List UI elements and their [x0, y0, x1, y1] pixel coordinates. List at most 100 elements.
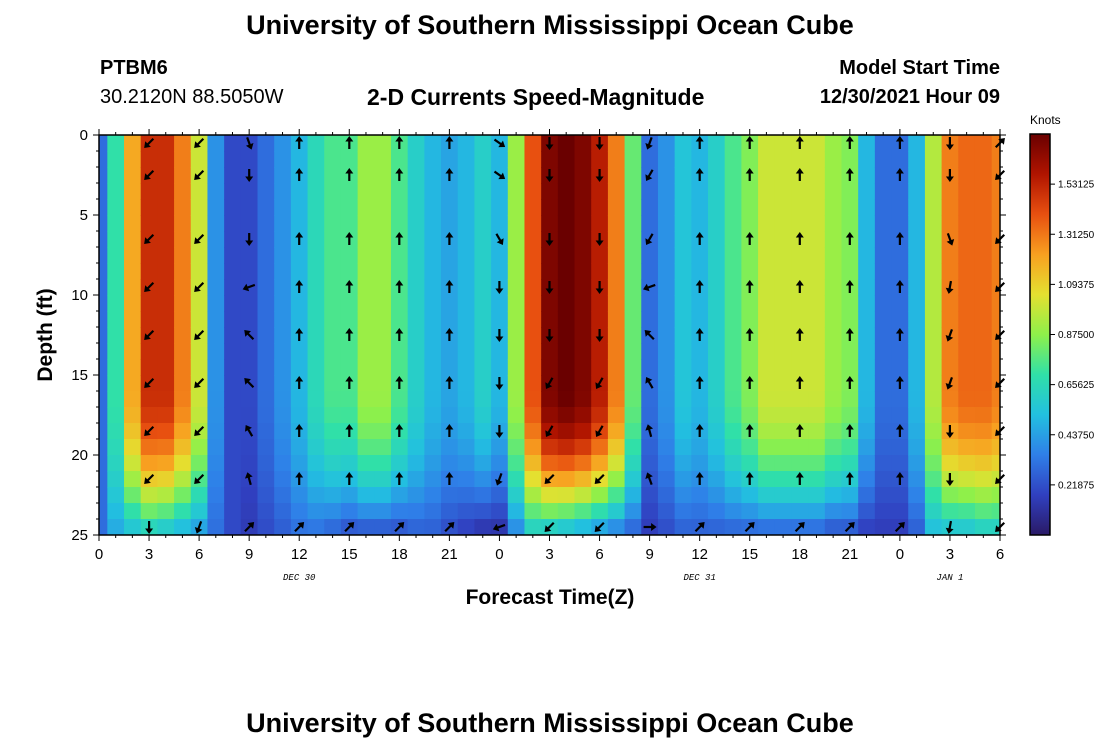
heatmap-cell: [774, 439, 793, 456]
heatmap-cell: [274, 343, 292, 360]
heatmap-cell: [507, 359, 526, 376]
heatmap-cell: [541, 247, 559, 264]
heatmap-cell: [691, 503, 709, 520]
heatmap-cell: [808, 375, 826, 392]
current-arrow: [845, 472, 854, 485]
heatmap-cell: [741, 487, 759, 504]
heatmap-cell: [641, 455, 659, 472]
heatmap-cell: [174, 423, 192, 440]
x-tick-label: 12: [291, 546, 308, 563]
heatmap-cell: [507, 503, 526, 520]
heatmap-cell: [474, 439, 492, 456]
heatmap-cell: [307, 279, 325, 296]
heatmap-cell: [674, 519, 692, 535]
heatmap-cell: [374, 151, 392, 168]
heatmap-cell: [390, 215, 409, 232]
heatmap-cell: [724, 327, 742, 344]
heatmap-cell: [724, 231, 742, 248]
heatmap-cell: [624, 247, 642, 264]
heatmap-cell: [774, 279, 793, 296]
heatmap-cell: [357, 231, 375, 248]
heatmap-cell: [190, 247, 209, 264]
heatmap-cell: [724, 151, 742, 168]
heatmap-cell: [674, 423, 692, 440]
heatmap-cell: [107, 439, 125, 456]
heatmap-cell: [557, 199, 576, 216]
heatmap-cell: [507, 199, 526, 216]
heatmap-cell: [874, 439, 893, 456]
heatmap-cell: [958, 519, 976, 535]
heatmap-cell: [791, 247, 809, 264]
heatmap-cell: [641, 263, 659, 280]
heatmap-cell: [858, 135, 876, 152]
heatmap-cell: [674, 327, 692, 344]
current-arrow: [295, 328, 304, 341]
heatmap-cell: [257, 167, 275, 184]
heatmap-cell: [124, 455, 142, 472]
current-arrow: [545, 377, 554, 390]
heatmap-cell: [207, 215, 225, 232]
heatmap-cell: [974, 359, 993, 376]
heatmap-cell: [557, 231, 576, 248]
current-arrow: [845, 376, 854, 389]
heatmap-cell: [824, 311, 843, 328]
heatmap-cell: [99, 375, 108, 392]
heatmap-cell: [140, 199, 158, 216]
heatmap-cell: [958, 407, 976, 424]
heatmap-cell: [107, 407, 125, 424]
heatmap-cell: [974, 135, 993, 152]
heatmap-cell: [224, 263, 242, 280]
heatmap-cell: [958, 375, 976, 392]
heatmap-cell: [674, 503, 692, 520]
heatmap-cell: [407, 263, 425, 280]
heatmap-cell: [657, 295, 676, 312]
heatmap-cell: [808, 343, 826, 360]
heatmap-cell: [641, 487, 659, 504]
heatmap-cell: [974, 503, 993, 520]
heatmap-cell: [491, 439, 509, 456]
heatmap-cell: [207, 231, 225, 248]
heatmap-cell: [224, 471, 242, 488]
current-arrow: [545, 281, 554, 294]
heatmap-cell: [240, 407, 259, 424]
heatmap-cell: [240, 359, 259, 376]
heatmap-cell: [224, 375, 242, 392]
heatmap-cell: [140, 311, 158, 328]
heatmap-cell: [224, 407, 242, 424]
heatmap-cell: [607, 359, 626, 376]
heatmap-cell: [724, 423, 742, 440]
heatmap-cell: [157, 471, 175, 488]
heatmap-cell: [441, 359, 459, 376]
heatmap-cell: [424, 359, 442, 376]
heatmap-cell: [157, 391, 175, 408]
heatmap-cell: [257, 295, 275, 312]
heatmap-cell: [307, 487, 325, 504]
heatmap-cell: [708, 343, 726, 360]
current-arrow: [194, 520, 203, 534]
heatmap-cell: [457, 311, 476, 328]
heatmap-cell: [324, 359, 342, 376]
x-tick-label: 0: [495, 546, 503, 563]
heatmap-cell: [991, 199, 1000, 216]
heatmap-cell: [374, 519, 392, 535]
heatmap-cell: [190, 487, 209, 504]
heatmap-cell: [741, 215, 759, 232]
colorbar-tick-label: 1.53125: [1058, 180, 1095, 191]
heatmap-cell: [808, 471, 826, 488]
heatmap-cell: [307, 199, 325, 216]
heatmap-cell: [107, 391, 125, 408]
heatmap-cell: [224, 279, 242, 296]
heatmap-cell: [774, 343, 793, 360]
heatmap-cell: [858, 231, 876, 248]
heatmap-cell: [474, 343, 492, 360]
current-arrow: [445, 136, 454, 149]
current-arrow: [295, 376, 304, 389]
heatmap-cell: [708, 455, 726, 472]
heatmap-cell: [574, 391, 592, 408]
heatmap-cell: [190, 215, 209, 232]
heatmap-cell: [874, 423, 893, 440]
heatmap-cell: [991, 183, 1000, 200]
current-arrow: [945, 425, 954, 438]
heatmap-cell: [224, 183, 242, 200]
heatmap-cell: [374, 455, 392, 472]
